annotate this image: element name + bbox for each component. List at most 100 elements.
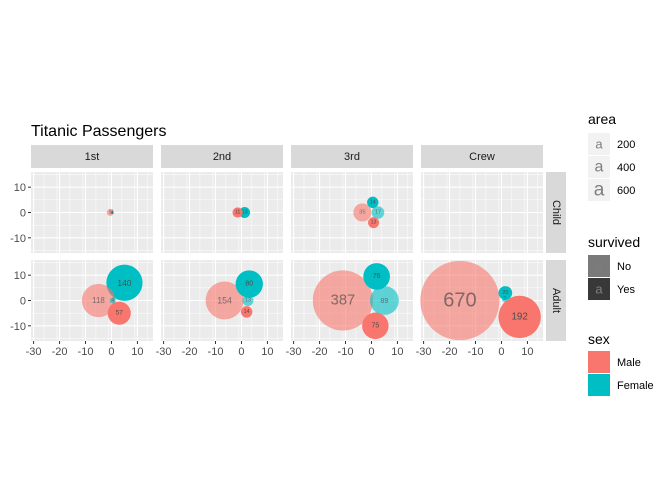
bubble-label: 4: [111, 298, 114, 304]
x-tick-label: 10: [261, 346, 273, 358]
bubble-2nd-adult-female-yes: [235, 270, 263, 298]
x-tick-label: 0: [108, 346, 114, 358]
bubble-2nd-adult-male-yes: [240, 306, 253, 318]
legend-title-survived: survived: [588, 234, 640, 250]
bubble-label: 14: [370, 199, 376, 205]
y-tick-label: 0: [20, 208, 26, 220]
legend-survived-key: [588, 278, 610, 300]
bubble-label: 5: [109, 210, 112, 216]
bubble-label: 192: [511, 311, 527, 322]
legend-area-key: [588, 156, 610, 178]
legend-sex-key-male: [588, 351, 610, 373]
bubble-2nd-child-male-yes: [232, 207, 243, 218]
bubble-label: 140: [117, 278, 131, 288]
x-tick-label: -20: [312, 346, 328, 358]
legend-area-label: 400: [617, 162, 635, 174]
legend-area-label: 600: [617, 185, 635, 197]
bubble-label: 11: [235, 210, 241, 216]
bubble-label: 80: [245, 281, 253, 288]
bubble-label: 3: [503, 296, 506, 302]
y-tick-label: -10: [10, 233, 26, 245]
legend-sex-label: Male: [617, 357, 641, 369]
legend-title-area: area: [588, 111, 616, 127]
bubble-3rd-adult-male-no: [312, 270, 374, 331]
panel-crew-child: [421, 172, 543, 253]
strip-adult: [546, 260, 566, 341]
strip-2nd: [161, 145, 283, 168]
strip-1st: [31, 145, 153, 168]
bubble-crew-adult-female-yes: [498, 286, 513, 300]
x-tick-label: 0: [238, 346, 244, 358]
bubble-label: 387: [331, 293, 355, 309]
bubble-2nd-adult-male-no: [205, 281, 244, 320]
strip-3rd: [291, 145, 413, 168]
legend-area-label: 200: [617, 139, 635, 151]
x-tick-label: -20: [182, 346, 198, 358]
bubble-3rd-child-male-no: [353, 203, 372, 222]
strip-label-adult: Adult: [550, 288, 562, 313]
y-tick-label: 0: [20, 296, 26, 308]
x-tick-label: -10: [468, 346, 484, 358]
bubble-label: 75: [372, 322, 380, 329]
legend-survived-label: Yes: [617, 284, 635, 296]
legend-area-glyph: a: [595, 159, 604, 176]
bubble-1st-child-female-yes: [110, 210, 114, 215]
x-tick-label: -30: [416, 346, 432, 358]
panel-1st-child: [31, 172, 153, 253]
strip-crew: [421, 145, 543, 168]
bubble-label: 89: [380, 296, 388, 305]
x-tick-label: -10: [208, 346, 224, 358]
bubble-3rd-adult-female-no: [370, 286, 399, 315]
bubble-label: 1: [111, 210, 114, 216]
bubble-label: 76: [373, 273, 381, 280]
bubble-1st-child-male-no: [106, 209, 114, 216]
bubble-label: 13: [245, 298, 251, 304]
strip-child: [546, 172, 566, 253]
strip-label-child: Child: [550, 200, 562, 225]
bubble-1st-adult-male-no: [81, 283, 116, 318]
x-tick-label: -30: [286, 346, 302, 358]
legend: area survived sex a 200 a 400 a 600 a No a Yes Mal…: [588, 111, 654, 396]
x-tick-label: 10: [131, 346, 143, 358]
strip-label-2nd: 2nd: [213, 151, 231, 163]
y-tick-label: 10: [14, 270, 26, 282]
bubble-1st-adult-female-yes: [106, 264, 143, 301]
x-tick-label: 0: [498, 346, 504, 358]
strip-label-1st: 1st: [85, 151, 100, 163]
legend-title-sex: sex: [588, 331, 610, 347]
bubble-3rd-adult-female-yes: [363, 263, 390, 290]
legend-survived-label: No: [617, 261, 631, 273]
bubble-label: 57: [116, 310, 124, 317]
bubble-label: 20: [502, 290, 508, 296]
bubble-label: 14: [244, 309, 250, 315]
bubble-label: 154: [217, 296, 232, 306]
bubble-3rd-child-female-no: [371, 206, 385, 219]
bubble-label: 35: [359, 210, 366, 216]
bubble-crew-adult-male-no: [420, 260, 500, 341]
legend-area-glyph: a: [594, 180, 605, 201]
legend-survived-glyph: a: [595, 259, 603, 274]
strip-label-crew: Crew: [469, 151, 495, 163]
bubble-crew-adult-female-no: [501, 296, 508, 302]
panel-2nd-child: [161, 172, 283, 253]
legend-area-key: [588, 179, 610, 201]
bubble-label: 13: [242, 210, 248, 216]
x-tick-label: -30: [156, 346, 172, 358]
x-tick-label: -20: [52, 346, 68, 358]
bubble-3rd-child-male-yes: [368, 217, 380, 229]
panel-2nd-adult: [161, 260, 283, 341]
legend-survived-key: [588, 255, 610, 277]
chart-title: Titanic Passengers: [31, 123, 166, 140]
x-tick-label: -10: [338, 346, 354, 358]
bubble-label: 17: [375, 210, 381, 216]
y-tick-label: -10: [10, 321, 26, 333]
legend-survived-glyph: a: [595, 282, 603, 297]
legend-area-key: [588, 133, 610, 155]
x-tick-label: 10: [391, 346, 403, 358]
bubble-1st-adult-male-yes: [107, 301, 131, 325]
bubble-3rd-adult-male-yes: [362, 312, 389, 340]
panel-3rd-child: [291, 172, 413, 253]
